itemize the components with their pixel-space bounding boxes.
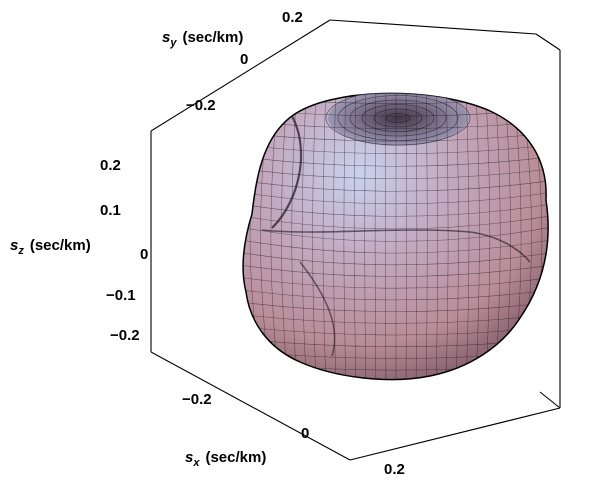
svg-text:sz(sec/km): sz (sec/km) <box>10 237 91 257</box>
box-edge <box>329 19 537 35</box>
mesh-ring <box>325 93 471 146</box>
mesh-line <box>333 93 338 380</box>
mesh-line <box>229 158 239 315</box>
mesh-line <box>343 93 348 380</box>
mesh-line <box>322 93 328 380</box>
y-tick: 0 <box>240 51 248 68</box>
mesh-ring <box>385 113 411 123</box>
x-axis-label: sx (sec/km) <box>185 449 266 469</box>
svg-text:sy(sec/km): sy (sec/km) <box>162 29 243 49</box>
z-tick: −0.2 <box>110 327 140 344</box>
mesh-line <box>354 93 358 380</box>
mesh-line <box>374 93 377 380</box>
svg-text:sx(sec/km): sx (sec/km) <box>185 449 266 469</box>
x-tick: −0.2 <box>182 391 212 408</box>
box-edge <box>539 391 561 409</box>
mesh-line <box>434 93 438 380</box>
z-tick: 0.2 <box>100 157 121 174</box>
ridge-lower <box>299 261 336 357</box>
top-dimple <box>328 93 468 146</box>
box-edge <box>150 351 351 461</box>
box-edge <box>535 33 561 51</box>
box-edge <box>150 19 331 132</box>
slowness-surface <box>229 89 563 381</box>
bounding-box-back <box>150 19 561 352</box>
z-tick: 0.1 <box>100 202 121 219</box>
ridge-left <box>271 115 303 229</box>
x-tick: 0.2 <box>384 461 405 478</box>
z-tick: 0 <box>140 246 148 263</box>
z-tick: −0.1 <box>106 287 136 304</box>
x-tick: 0 <box>301 425 309 442</box>
mesh-line <box>385 93 387 380</box>
mesh-ring <box>373 108 423 128</box>
mesh-line <box>301 93 308 380</box>
mesh-ring <box>361 104 435 132</box>
mesh-ring <box>337 95 459 141</box>
mesh-line <box>425 93 428 380</box>
mesh-line <box>291 93 299 380</box>
mesh-line <box>553 158 563 315</box>
ridge-middle <box>261 229 531 263</box>
box-edge <box>349 407 561 461</box>
mesh-line <box>307 89 485 91</box>
bounding-box-front <box>150 50 561 461</box>
mesh-line <box>312 93 318 380</box>
mesh-line <box>364 93 367 380</box>
y-tick: 0.2 <box>282 9 303 26</box>
mesh-line <box>444 93 449 380</box>
mesh-line <box>281 93 289 380</box>
y-tick: −0.2 <box>186 97 216 114</box>
z-axis-label: sz (sec/km) <box>10 237 91 257</box>
surface-outline <box>242 92 549 381</box>
mesh-line <box>415 93 418 380</box>
y-axis-label: sy (sec/km) <box>162 29 243 49</box>
mesh-ring <box>349 99 447 137</box>
mesh-line <box>405 93 407 380</box>
